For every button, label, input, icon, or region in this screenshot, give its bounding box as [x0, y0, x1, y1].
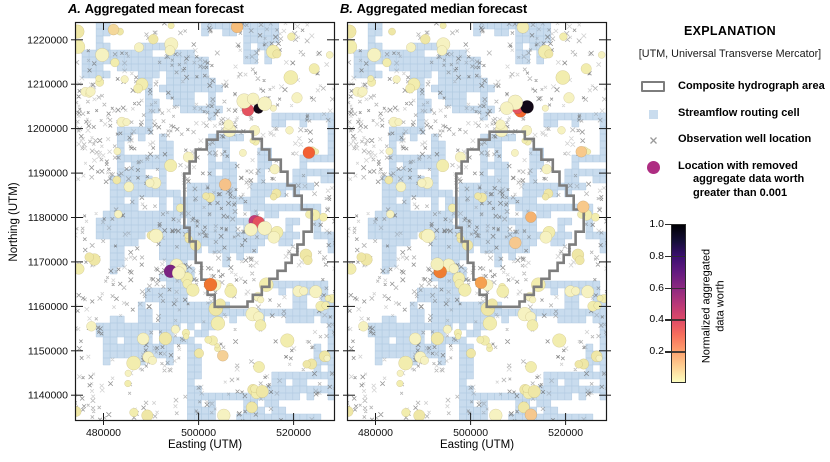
- colorbar-tick-mark: [665, 287, 671, 289]
- observation-well-icon: [628, 133, 678, 146]
- removed-location-icon: [628, 160, 678, 174]
- colorbar-tick-label: 1.0: [649, 218, 664, 230]
- colorbar-tick-line: [671, 351, 686, 353]
- svg-text:500000: 500000: [181, 427, 216, 439]
- colorbar-gradient: [671, 224, 686, 383]
- colorbar-tick-mark: [665, 351, 671, 353]
- legend-item-label: Location with removed aggregate data wort…: [678, 159, 805, 199]
- legend-item: Location with removed aggregate data wort…: [628, 160, 830, 201]
- panel-a-title-text: Aggregated mean forecast: [84, 1, 244, 16]
- hydrograph-area-icon: [628, 80, 678, 92]
- panel-a-title: A. Aggregated mean forecast: [68, 1, 244, 16]
- x-axis-label-b: Easting (UTM): [439, 439, 515, 451]
- svg-text:480000: 480000: [358, 427, 393, 439]
- colorbar-label-line2: data worth: [714, 280, 726, 332]
- panel-b-title: B. Aggregated median forecast: [340, 1, 527, 16]
- svg-text:1220000: 1220000: [27, 34, 68, 46]
- colorbar-label: Normalized aggregated data worth: [701, 249, 728, 363]
- legend-item: Observation well location: [628, 133, 830, 147]
- legend-item: Streamflow routing cell: [628, 107, 830, 121]
- svg-text:1210000: 1210000: [27, 79, 68, 91]
- panel-a-map: 480000 500000 520000 1140000 1150000 1160000 1…: [27, 21, 339, 439]
- svg-text:500000: 500000: [453, 427, 488, 439]
- x-axis-label-a: Easting (UTM): [167, 439, 243, 451]
- colorbar-tick-mark: [665, 255, 671, 258]
- colorbar-tick-mark: [665, 319, 671, 321]
- y-axis-label: Northing (UTM): [8, 182, 20, 262]
- panel-b-title-text: Aggregated median forecast: [356, 1, 528, 16]
- explanation-subtitle: [UTM, Universal Transverse Mercator]: [638, 48, 822, 60]
- colorbar-tick-label: 0.6: [649, 281, 664, 294]
- panel-b-map: 480000 500000 520000: [343, 21, 611, 439]
- svg-text:1140000: 1140000: [28, 390, 68, 402]
- colorbar-tick-line: [671, 255, 686, 258]
- svg-text:1200000: 1200000: [27, 123, 68, 135]
- svg-text:1180000: 1180000: [28, 212, 68, 224]
- svg-text:1150000: 1150000: [28, 345, 68, 357]
- colorbar-tick-label: 0.8: [649, 249, 664, 262]
- svg-text:520000: 520000: [548, 427, 583, 439]
- svg-text:520000: 520000: [276, 427, 311, 439]
- colorbar: 1.0 0.8 0.6 0.4 0.2 Normalized aggregated da…: [628, 218, 830, 404]
- svg-text:480000: 480000: [86, 427, 121, 439]
- streamflow-cell-icon: [628, 107, 678, 119]
- legend-items: Composite hydrograph area Streamflow rout…: [628, 80, 830, 200]
- panel-a-label: A.: [68, 1, 81, 16]
- legend-item-label: Streamflow routing cell: [678, 106, 800, 119]
- panel-b-label: B.: [340, 1, 353, 16]
- colorbar-tick-label: 0.4: [649, 313, 664, 326]
- explanation-title: EXPLANATION: [684, 24, 776, 38]
- legend-item-label: Composite hydrograph area: [678, 80, 825, 92]
- svg-text:1190000: 1190000: [28, 168, 68, 180]
- svg-text:1160000: 1160000: [28, 301, 68, 313]
- colorbar-label-line1: Normalized aggregated: [700, 248, 713, 364]
- colorbar-tick-line: [671, 319, 686, 321]
- legend-item: Composite hydrograph area: [628, 80, 830, 94]
- colorbar-tick-label: 0.2: [649, 345, 664, 358]
- svg-text:1170000: 1170000: [28, 256, 68, 268]
- colorbar-tick-mark: [665, 224, 671, 226]
- explanation-panel: EXPLANATION [UTM, Universal Transverse M…: [628, 24, 830, 383]
- colorbar-tick-line: [671, 287, 686, 289]
- legend-item-label: Observation well location: [678, 133, 812, 145]
